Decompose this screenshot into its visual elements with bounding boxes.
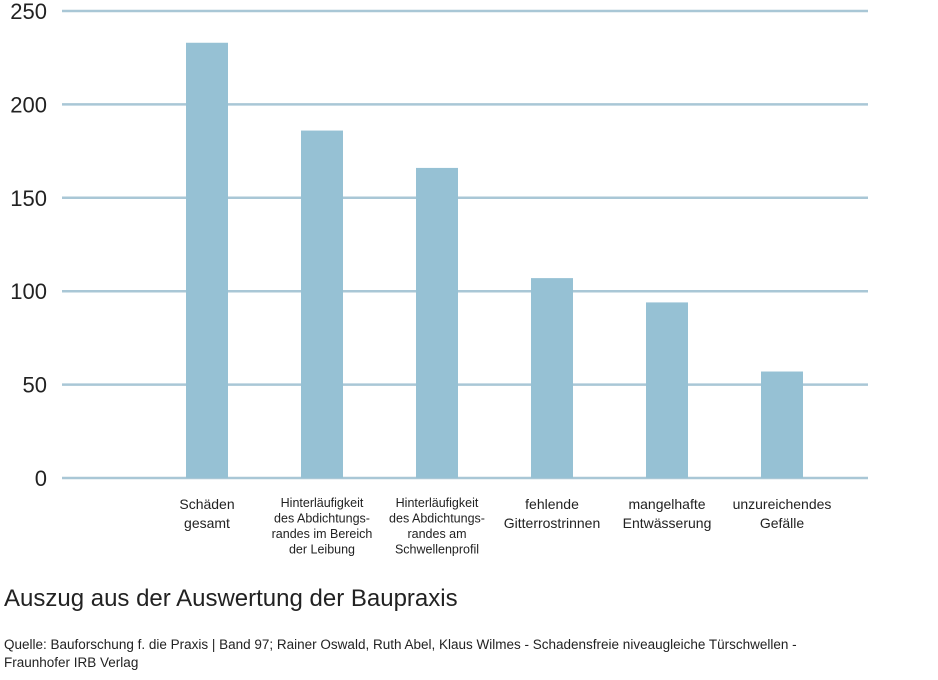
y-tick-label: 200 [10,92,47,117]
x-axis-labels: Schäden gesamt Hinterläufigkeit des Abdicht… [179,496,831,557]
x-tick-label-line: Gefälle [760,515,805,531]
x-tick-label-line: gesamt [184,515,230,531]
x-tick-label-line: randes im Bereich [272,527,373,541]
y-tick-label: 50 [23,373,47,398]
x-tick-label: mangelhafte Entwässerung [623,496,712,531]
y-tick-label: 0 [35,466,47,491]
y-tick-label: 150 [10,186,47,211]
figure-caption: Auszug aus der Auswertung der Baupraxis [4,585,458,612]
y-tick-label: 250 [10,0,47,24]
x-tick-label-line: fehlende [525,496,579,512]
bar-2 [416,167,458,479]
x-tick-label: fehlende Gitterrostrinnen [504,496,600,531]
x-tick-label-line: Schäden [179,496,234,512]
x-tick-label-line: randes am [407,527,466,541]
source-line-1: Quelle: Bauforschung f. die Praxis | Ban… [4,637,797,652]
bar-4 [646,302,688,478]
y-axis-ticks: 0 50 100 150 200 250 [10,0,47,491]
x-tick-label-line: Hinterläufigkeit [281,496,364,510]
x-tick-label-line: des Abdichtungs- [389,512,485,526]
source-credit: Quelle: Bauforschung f. die Praxis | Ban… [4,636,934,672]
bar-0 [186,42,228,478]
x-tick-label-line: Entwässerung [623,515,712,531]
bar-chart: 0 50 100 150 200 250 Schäden gesamt Hinterläufi… [10,0,868,557]
gridlines [62,9,868,480]
x-tick-label-line: Gitterrostrinnen [504,515,600,531]
x-tick-label-line: der Leibung [289,543,355,557]
source-line-2: Fraunhofer IRB Verlag [4,655,139,670]
x-tick-label-line: Schwellenprofil [395,543,479,557]
bar-5 [761,371,803,478]
x-tick-label: unzureichendes Gefälle [733,496,832,531]
y-tick-label: 100 [10,279,47,304]
bars [186,42,803,479]
x-tick-label-line: des Abdichtungs- [274,512,370,526]
x-tick-label-line: unzureichendes [733,496,832,512]
x-tick-label: Hinterläufigkeit des Abdichtungs-randes i… [272,496,373,557]
x-tick-label: Schäden gesamt [179,496,234,531]
bar-3 [531,278,573,478]
bar-1 [301,130,343,478]
x-tick-label-line: mangelhafte [628,496,705,512]
x-tick-label: Hinterläufigkeit des Abdichtungs-randes a… [389,496,485,557]
x-tick-label-line: Hinterläufigkeit [396,496,479,510]
